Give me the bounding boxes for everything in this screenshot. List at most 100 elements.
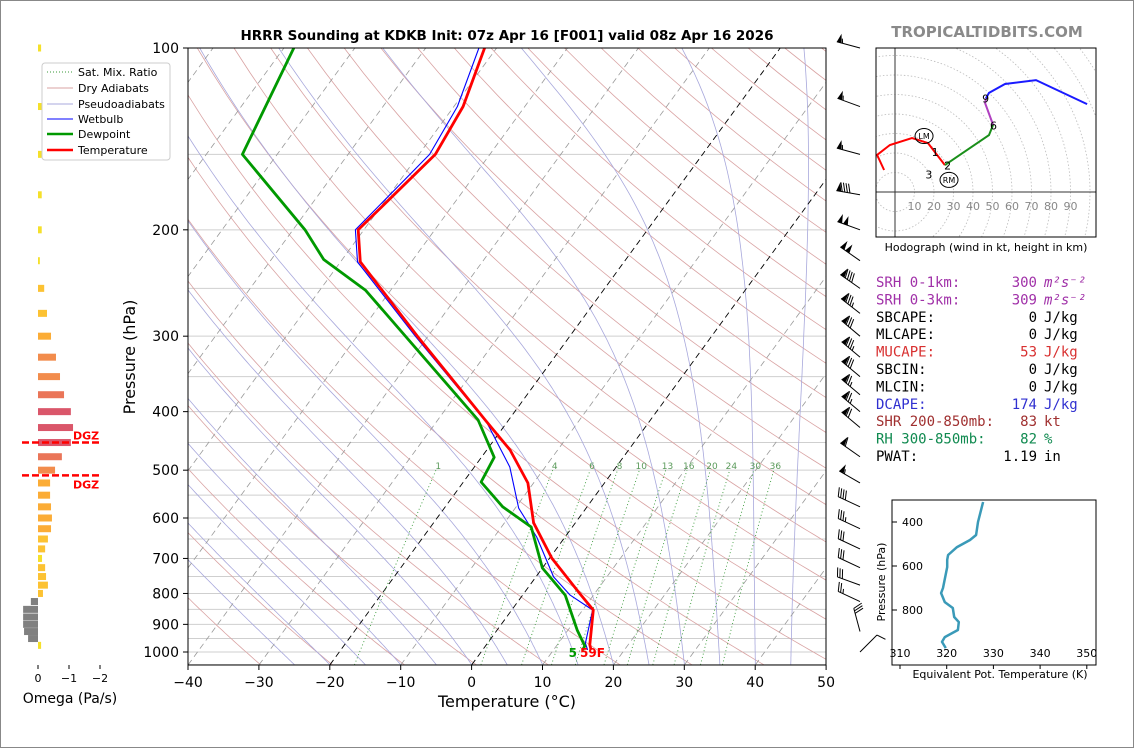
hodograph-segment [944,124,995,166]
mixing-ratio-line [551,470,618,665]
omega-bar [38,466,56,474]
index-row: DCAPE: 174 J/kg [876,397,1078,413]
barb-full [845,356,851,366]
theta-e-y-tick-label: 800 [902,604,923,617]
isotherm [542,275,826,665]
storm-motion-label: RM [943,176,956,185]
isotherm [188,48,497,472]
index-row: MUCAPE: 53 J/kg [876,345,1078,361]
storm-motion-marker [914,128,934,145]
barb-flag [841,355,850,365]
barb-flag [841,406,850,416]
dry-adiabat [307,48,826,506]
wind-barb [836,567,861,586]
mixing-ratio-line [700,470,755,665]
chart-title: HRRR Sounding at KDKB Init: 07z Apr 16 [… [240,28,773,44]
pseudoadiabat [382,48,685,665]
barb-full [845,391,851,401]
y-tick-label: 100 [152,41,179,57]
skewt-background-lines: 1 4 6 8 10 13 16 20 24 30 36 [188,48,826,665]
barb-flag [840,437,848,446]
index-unit: m²s⁻² [1043,275,1086,291]
index-value: 0 [1029,379,1037,395]
barb-full [840,182,843,192]
wind-barb [837,214,861,231]
omega-bar [38,514,52,522]
index-label: SHR 200-850mb: [876,414,994,430]
brand-logo: TROPICALTIDBITS.COM [891,23,1083,41]
barb-full [847,375,853,385]
barb-full [844,490,847,501]
index-unit: J/kg [1044,327,1078,343]
omega-bar [24,628,38,636]
dgz-label: DGZ [73,478,99,491]
omega-bar [23,620,38,628]
pseudoadiabat [188,559,295,665]
index-unit: in [1044,449,1061,465]
index-value: 53 [1020,345,1037,361]
barb-full [844,437,849,447]
barb-staff [837,221,861,231]
theta-e-line [939,501,985,649]
omega-bar [38,589,43,597]
mixing-ratio-line [626,470,688,665]
barb-staff [841,378,861,396]
wind-barb [840,293,861,314]
x-tick-label: 10 [534,675,552,691]
barb-full [847,294,852,305]
omega-bar [38,150,42,158]
dry-adiabat [188,94,826,660]
wind-barb [837,581,861,602]
wind-barb [836,182,861,196]
index-value: 309 [1012,292,1037,308]
wind-barb [840,437,861,458]
dry-adiabat [343,48,826,469]
mixing-ratio-label: 1 [435,462,441,472]
barb-full [840,530,843,540]
hodograph-height-label: 1 [932,146,939,159]
barb-flag [840,268,848,278]
barb-full [837,529,840,539]
index-label: SBCAPE: [876,310,935,326]
surface-temp-label: 59F [580,646,605,660]
legend-label: Dewpoint [78,128,131,141]
omega-bar [38,408,71,416]
pseudoadiabat [188,347,473,665]
dry-adiabat [270,48,826,543]
key-isotherm [471,178,826,665]
hodograph-ring-label: 80 [1044,200,1058,213]
barb-half [842,588,845,594]
x-tick-label: −20 [315,675,345,691]
pseudoadiabat [188,397,437,665]
barb-full [840,583,843,593]
mixing-ratio-label: 30 [750,462,762,472]
wind-barb [840,268,861,289]
theta-e-x-tick-label: 350 [1076,647,1097,660]
skewt-axes: −40 −30 −20 −10 0 10 20 30 40 50 100 200 300 400 500 60… [143,41,835,691]
barb-full [842,531,845,542]
theta-e-panel: 310 320 330 340 350 400 600 800 [890,501,1097,669]
omega-bar [38,332,52,340]
isotherm [400,81,826,665]
barb-staff [838,496,861,508]
dry-adiabat [188,218,693,665]
index-unit: J/kg [1044,379,1078,395]
mixing-ratio-line [722,470,775,665]
legend-label: Pseudoadiabats [78,98,165,111]
omega-bar [38,284,45,292]
barb-flag [841,293,849,302]
barb-full [847,357,853,367]
mixing-ratio-label: 16 [683,462,695,472]
barb-full [851,273,855,283]
mixing-ratio-label: 13 [662,462,673,472]
omega-bar [38,525,52,533]
omega-bar [38,573,47,581]
index-value: 174 [1012,397,1037,413]
mixing-ratio-line [652,470,711,665]
omega-panel: DGZ DGZ 0 −1 −2 [22,44,108,685]
barb-flag [841,374,850,383]
barb-full [837,581,840,592]
sounding-indices: SRH 0-1km: 300 m²s⁻² SRH 0-3km: 309 m²s⁻² SBCA… [876,275,1086,465]
omega-bar [38,535,48,543]
pseudoadiabat [188,135,579,665]
